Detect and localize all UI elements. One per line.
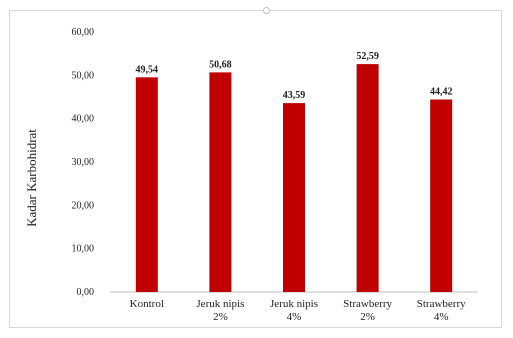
chart-frame <box>9 10 502 328</box>
data-label: 49,54 <box>136 64 159 75</box>
y-tick-label: 40,00 <box>72 114 95 125</box>
y-tick-label: 50,00 <box>72 70 95 81</box>
y-axis-label: Kadar Karbohidrat <box>24 129 39 227</box>
bar <box>356 64 379 292</box>
x-tick-label: Kontrol <box>130 298 164 310</box>
y-tick-label: 10,00 <box>72 244 95 255</box>
bar <box>283 103 305 292</box>
x-tick-label: Jeruk nipis 4% <box>270 298 318 323</box>
y-tick-label: 60,00 <box>72 27 95 38</box>
y-tick-label: 20,00 <box>72 200 95 211</box>
bar <box>209 72 232 293</box>
bar <box>135 77 158 293</box>
axes: 0,00 10,00 20,00 30,00 40,00 50,00 60,00 Kontro… <box>72 27 478 323</box>
data-label: 44,42 <box>430 87 453 98</box>
x-tick-label: Jeruk nipis 2% <box>196 298 244 323</box>
y-tick-label: 30,00 <box>72 157 95 168</box>
x-tick-label: Strawberry 2% <box>343 298 392 323</box>
bars: 49,54 50,68 43,59 52,59 44,42 <box>135 51 453 293</box>
x-tick-label: Strawberry 4% <box>417 298 466 323</box>
data-label: 43,59 <box>283 90 306 101</box>
resize-handle-top[interactable] <box>263 7 270 14</box>
bar <box>430 99 453 292</box>
y-tick-label: 0,00 <box>77 287 95 298</box>
data-label: 52,59 <box>356 51 379 62</box>
data-label: 50,68 <box>209 59 232 70</box>
